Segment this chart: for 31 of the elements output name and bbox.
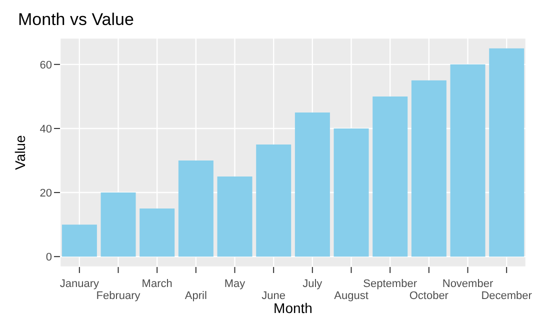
x-tick-label: September (363, 278, 418, 290)
y-axis-title: Value (12, 134, 28, 170)
bar (372, 96, 408, 257)
bar (450, 64, 486, 257)
bar (334, 128, 369, 257)
x-tick-label: January (60, 278, 100, 290)
bar (256, 144, 292, 257)
bar (489, 48, 524, 257)
x-tick-label: March (142, 278, 172, 290)
x-tick-label: August (334, 290, 368, 302)
x-axis-title: Month (274, 300, 312, 316)
x-tick-label: July (302, 278, 323, 290)
chart-title: Month vs Value (18, 10, 134, 30)
bar (294, 112, 330, 257)
y-tick-label: 0 (46, 251, 52, 264)
bar (140, 208, 175, 257)
x-tick-label: April (184, 290, 207, 302)
bar (411, 80, 446, 257)
bar (217, 176, 252, 257)
x-tick-label: May (224, 278, 246, 290)
x-tick-label: November (442, 278, 494, 290)
x-tick-label: June (262, 290, 286, 302)
bar (62, 224, 97, 257)
bar (100, 192, 136, 257)
x-tick-label: December (481, 290, 532, 302)
y-tick-label: 20 (40, 187, 52, 200)
y-tick-label: 60 (40, 59, 52, 72)
y-tick-label: 40 (40, 123, 52, 136)
bar (178, 160, 214, 257)
x-tick-label: February (96, 290, 141, 302)
x-tick-label: October (409, 290, 449, 302)
